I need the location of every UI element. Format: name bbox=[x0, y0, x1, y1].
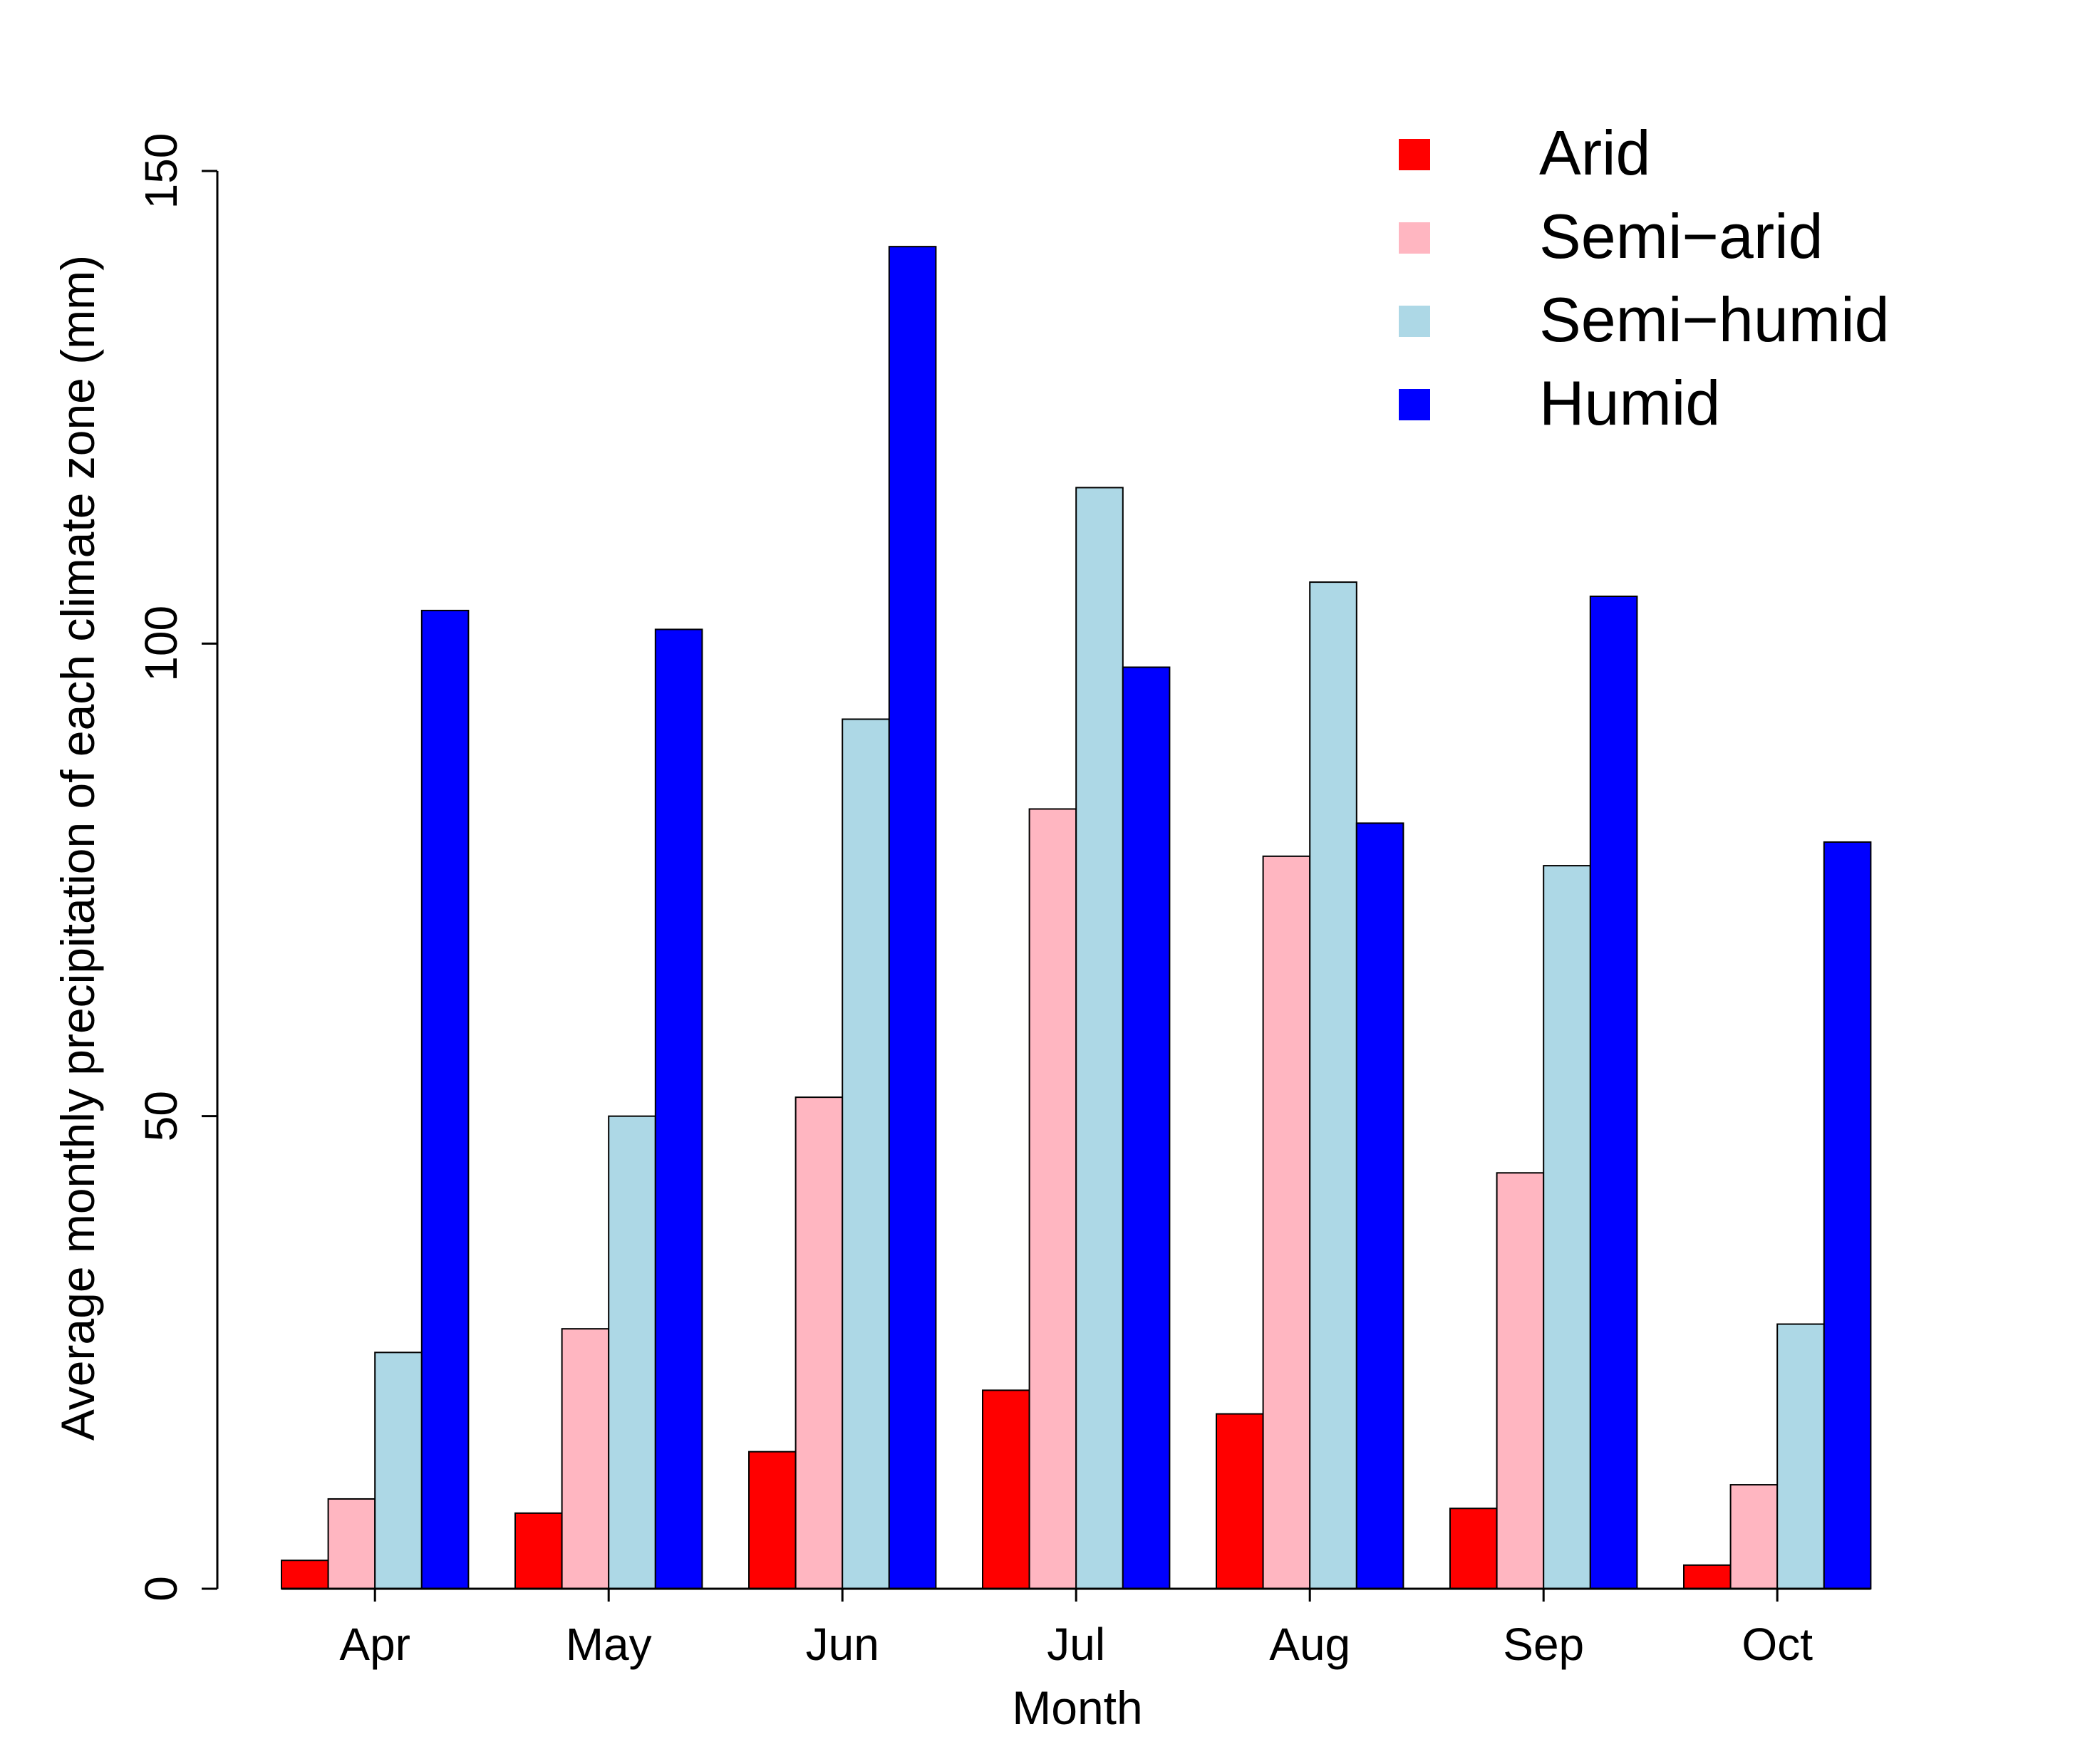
legend-swatch-semi-humid bbox=[1399, 306, 1430, 337]
y-tick-label-0: 0 bbox=[135, 1576, 187, 1602]
bar-oct-arid bbox=[1683, 1564, 1732, 1589]
x-axis-title: Month bbox=[1012, 1681, 1142, 1734]
bar-may-arid bbox=[514, 1512, 563, 1590]
bar-jun-semi-arid bbox=[795, 1096, 844, 1589]
bar-jun-semi-humid bbox=[842, 718, 890, 1589]
bar-jul-humid bbox=[1122, 666, 1171, 1589]
bar-oct-semi-arid bbox=[1729, 1484, 1779, 1589]
legend-label-humid: Humid bbox=[1539, 368, 1720, 438]
bar-sep-arid bbox=[1449, 1508, 1498, 1590]
bars-group bbox=[281, 246, 1872, 1590]
y-tick-label-50: 50 bbox=[135, 1091, 187, 1141]
legend: Arid Semi−arid Semi−humid Humid bbox=[1399, 118, 1890, 438]
bar-sep-semi-humid bbox=[1543, 865, 1591, 1589]
y-axis-title: Average monthly precipitation of each cl… bbox=[51, 255, 104, 1441]
x-tick-label-oct: Oct bbox=[1742, 1619, 1813, 1670]
bar-apr-humid bbox=[420, 609, 470, 1589]
bar-may-humid bbox=[654, 628, 703, 1589]
x-tick-label-apr: Apr bbox=[339, 1619, 410, 1670]
bar-oct-humid bbox=[1823, 841, 1872, 1589]
x-tick-label-may: May bbox=[566, 1619, 652, 1670]
bar-jun-arid bbox=[748, 1451, 797, 1589]
y-tick-label-150: 150 bbox=[135, 133, 187, 209]
legend-swatch-arid bbox=[1399, 139, 1430, 170]
bar-jul-semi-arid bbox=[1028, 808, 1077, 1589]
x-tick-label-aug: Aug bbox=[1269, 1619, 1350, 1670]
bar-apr-semi-humid bbox=[374, 1351, 423, 1590]
bar-jul-arid bbox=[982, 1389, 1030, 1590]
bar-aug-semi-humid bbox=[1309, 581, 1357, 1589]
y-tick-label-100: 100 bbox=[135, 606, 187, 682]
bar-jul-semi-humid bbox=[1075, 487, 1124, 1589]
x-axis: Apr May Jun Jul Aug Sep Oct bbox=[281, 1587, 1871, 1670]
legend-label-arid: Arid bbox=[1539, 118, 1651, 188]
bar-aug-humid bbox=[1355, 822, 1404, 1589]
bar-apr-semi-arid bbox=[327, 1498, 376, 1589]
bar-apr-arid bbox=[281, 1560, 329, 1589]
x-tick-label-jun: Jun bbox=[806, 1619, 879, 1670]
legend-label-semi-arid: Semi−arid bbox=[1539, 201, 1823, 271]
legend-swatch-humid bbox=[1399, 389, 1430, 420]
bar-may-semi-humid bbox=[608, 1115, 656, 1589]
bar-sep-humid bbox=[1589, 596, 1638, 1589]
bar-may-semi-arid bbox=[561, 1328, 610, 1589]
legend-label-semi-humid: Semi−humid bbox=[1539, 284, 1890, 355]
x-tick-label-jul: Jul bbox=[1047, 1619, 1105, 1670]
bar-oct-semi-humid bbox=[1776, 1323, 1825, 1589]
bar-aug-semi-arid bbox=[1262, 855, 1311, 1589]
bar-jun-humid bbox=[888, 246, 937, 1590]
bar-aug-arid bbox=[1216, 1413, 1264, 1589]
x-tick-label-sep: Sep bbox=[1503, 1619, 1584, 1670]
legend-swatch-semi-arid bbox=[1399, 222, 1430, 254]
y-axis: 0 50 100 150 bbox=[135, 133, 219, 1602]
bar-sep-semi-arid bbox=[1496, 1172, 1545, 1590]
